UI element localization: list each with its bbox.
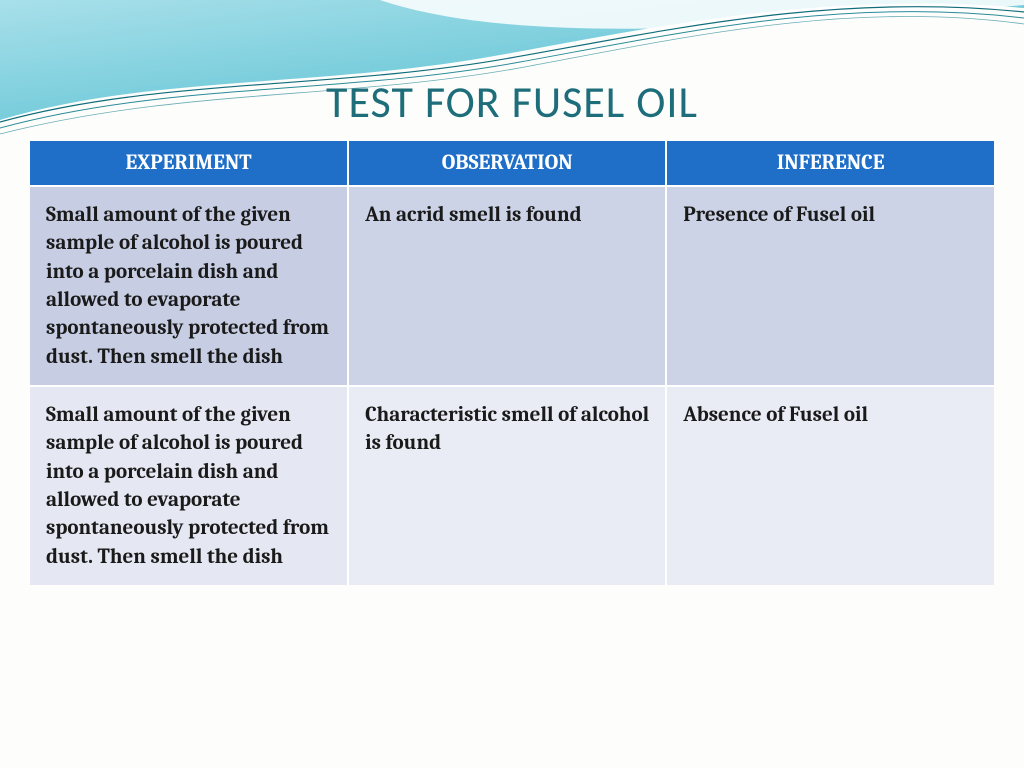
col-header-observation: OBSERVATION	[348, 141, 666, 186]
cell-experiment: Small amount of the given sample of alco…	[30, 386, 348, 585]
table-row: Small amount of the given sample of alco…	[30, 186, 994, 386]
cell-inference: Presence of Fusel oil	[666, 186, 994, 386]
col-header-inference: INFERENCE	[666, 141, 994, 186]
cell-inference: Absence of Fusel oil	[666, 386, 994, 585]
table-header-row: EXPERIMENT OBSERVATION INFERENCE	[30, 141, 994, 186]
cell-observation: An acrid smell is found	[348, 186, 666, 386]
cell-experiment: Small amount of the given sample of alco…	[30, 186, 348, 386]
slide-title: TEST FOR FUSEL OIL	[0, 75, 1024, 129]
cell-observation: Characteristic smell of alcohol is found	[348, 386, 666, 585]
fusel-oil-table: EXPERIMENT OBSERVATION INFERENCE Small a…	[30, 141, 994, 585]
table-container: EXPERIMENT OBSERVATION INFERENCE Small a…	[30, 141, 994, 585]
col-header-experiment: EXPERIMENT	[30, 141, 348, 186]
table-row: Small amount of the given sample of alco…	[30, 386, 994, 585]
slide-content: TEST FOR FUSEL OIL EXPERIMENT OBSERVATIO…	[0, 0, 1024, 585]
